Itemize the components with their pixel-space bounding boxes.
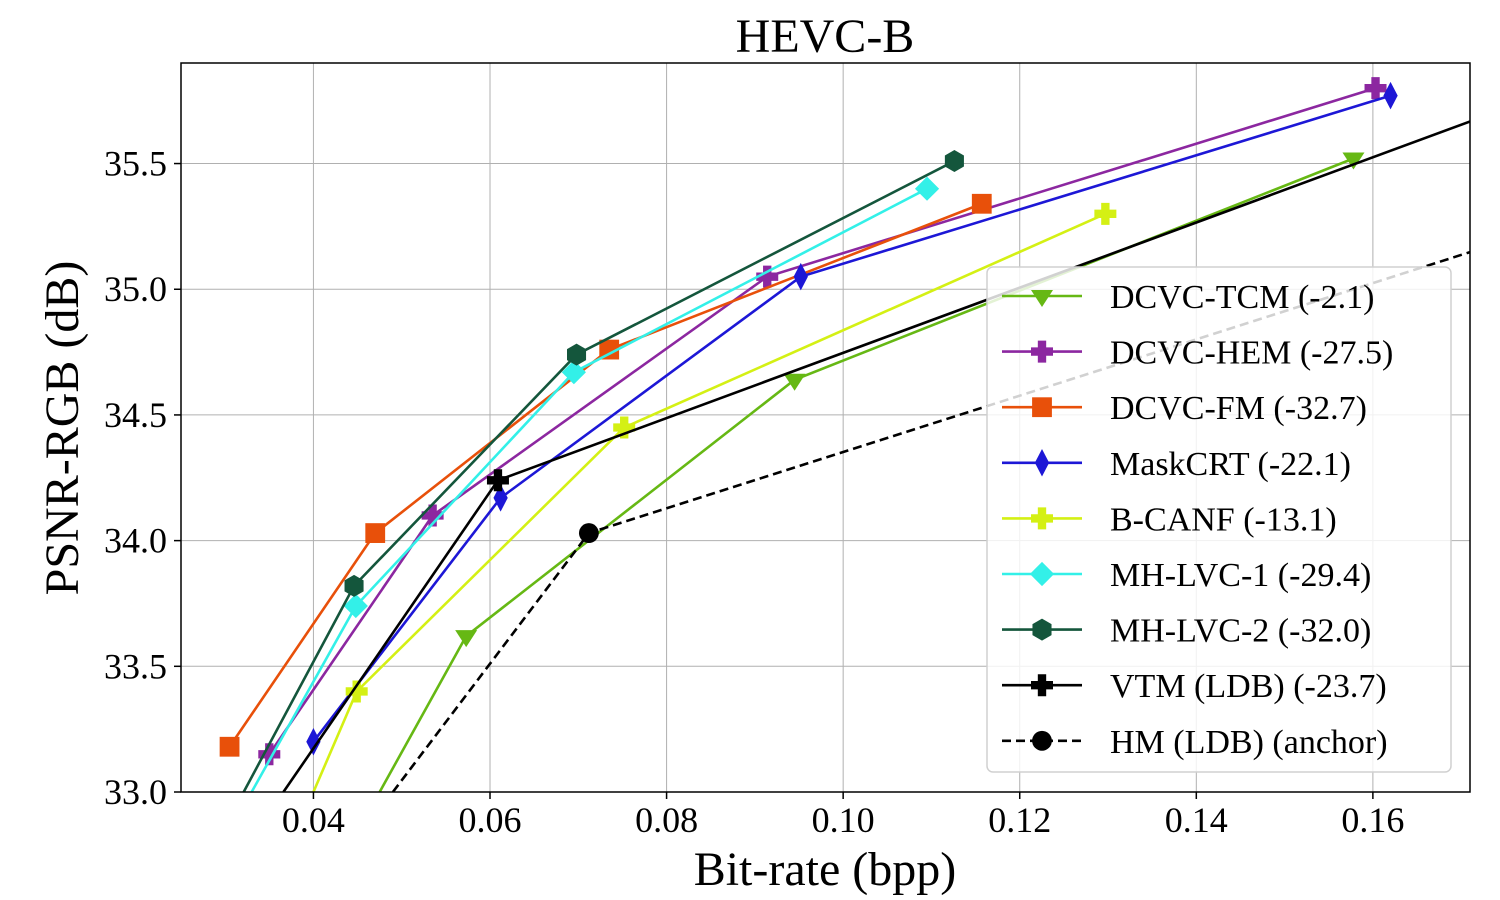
data-point — [914, 176, 940, 201]
legend-box — [986, 266, 1452, 773]
series-maskcrt — [306, 81, 1398, 756]
legend-item: MaskCRT (-22.1) — [1002, 446, 1351, 483]
legend-label: MaskCRT (-22.1) — [1110, 446, 1351, 483]
legend-item: HM (LDB) (anchor) — [1002, 724, 1388, 761]
legend-marker — [1032, 730, 1052, 751]
data-point — [613, 416, 636, 439]
data-point — [1364, 77, 1387, 100]
legend-item: MH-LVC-1 (-29.4) — [1002, 557, 1371, 594]
legend-item: DCVC-TCM (-2.1) — [1002, 279, 1374, 316]
y-axis-label: PSNR-RGB (dB) — [36, 261, 89, 596]
legend-item: DCVC-HEM (-27.5) — [1002, 335, 1393, 372]
data-point — [783, 373, 806, 391]
series-line — [312, 94, 1391, 743]
series-line — [268, 86, 1376, 756]
series-mh-lvc-2 — [242, 150, 964, 792]
x-axis-label: Bit-rate (bpp) — [694, 843, 957, 896]
y-tick-label: 33.0 — [104, 772, 167, 812]
x-tick-label: 0.06 — [459, 800, 522, 840]
data-point — [1383, 81, 1398, 110]
data-point — [567, 343, 587, 366]
series-dcvc-hem — [258, 77, 1387, 766]
series-line — [250, 187, 928, 792]
data-point — [344, 574, 364, 597]
legend-marker — [1029, 561, 1055, 587]
y-tick-label: 33.5 — [104, 646, 167, 686]
data-point — [345, 680, 368, 703]
legend-label: DCVC-TCM (-2.1) — [1110, 279, 1374, 316]
legend-marker — [1032, 618, 1052, 641]
data-point — [343, 593, 368, 619]
legend-marker — [1031, 507, 1053, 530]
legend-label: MH-LVC-2 (-32.0) — [1110, 613, 1371, 650]
legend-item: VTM (LDB) (-23.7) — [1002, 668, 1387, 705]
y-tick-label: 35.5 — [104, 144, 167, 184]
legend-item: DCVC-FM (-32.7) — [1002, 390, 1367, 427]
plot-frame — [180, 62, 1471, 793]
x-tick-label: 0.14 — [1165, 800, 1228, 840]
legend-marker — [1031, 674, 1053, 697]
series-vtm — [282, 120, 1470, 792]
legend-marker — [1031, 340, 1053, 363]
data-point — [1342, 152, 1365, 170]
data-point — [455, 630, 478, 648]
data-point — [1094, 202, 1117, 225]
series-mh-lvc-1 — [250, 176, 940, 792]
legend-label: DCVC-FM (-32.7) — [1110, 390, 1367, 427]
data-point — [793, 262, 808, 291]
legend-label: B-CANF (-13.1) — [1110, 501, 1337, 538]
y-tick-label: 34.0 — [104, 521, 167, 561]
data-point — [578, 523, 599, 543]
data-point — [219, 736, 240, 757]
legend: DCVC-TCM (-2.1) DCVC-HEM (-27.5) DCVC-FM (… — [986, 266, 1452, 773]
legend-marker — [1032, 397, 1052, 418]
data-point — [421, 504, 444, 527]
data-point — [486, 469, 509, 492]
legend-marker — [1034, 449, 1050, 477]
y-tick-label: 34.5 — [104, 395, 167, 435]
series-line — [242, 159, 955, 792]
data-point — [561, 360, 586, 385]
legend-item: MH-LVC-2 (-32.0) — [1002, 613, 1371, 650]
x-tick-label: 0.12 — [988, 800, 1051, 840]
series-line — [312, 212, 1106, 792]
legend-label: VTM (LDB) (-23.7) — [1110, 668, 1387, 705]
legend-label: DCVC-HEM (-27.5) — [1110, 335, 1393, 372]
legend-label: MH-LVC-1 (-29.4) — [1110, 557, 1371, 594]
series-layer — [219, 77, 1470, 792]
data-point — [365, 523, 386, 543]
data-point — [599, 339, 620, 360]
x-tick-label: 0.08 — [635, 800, 698, 840]
x-tick-label: 0.04 — [282, 800, 345, 840]
legend-marker — [1031, 289, 1053, 307]
chart-title: HEVC-B — [736, 10, 915, 63]
data-point — [306, 727, 321, 756]
x-tick-label: 0.16 — [1341, 800, 1404, 840]
data-point — [971, 193, 992, 214]
legend-item: B-CANF (-13.1) — [1002, 501, 1337, 538]
x-tick-label: 0.10 — [812, 800, 875, 840]
data-point — [756, 265, 779, 288]
ticks: 0.04 0.06 0.08 0.10 0.12 0.14 0.16 33.0 33.5 34.0… — [104, 144, 1404, 840]
series-b-canf — [312, 202, 1117, 792]
legend-label: HM (LDB) (anchor) — [1110, 724, 1388, 761]
data-point — [944, 150, 964, 173]
data-point — [258, 743, 281, 766]
y-tick-label: 35.0 — [104, 269, 167, 309]
